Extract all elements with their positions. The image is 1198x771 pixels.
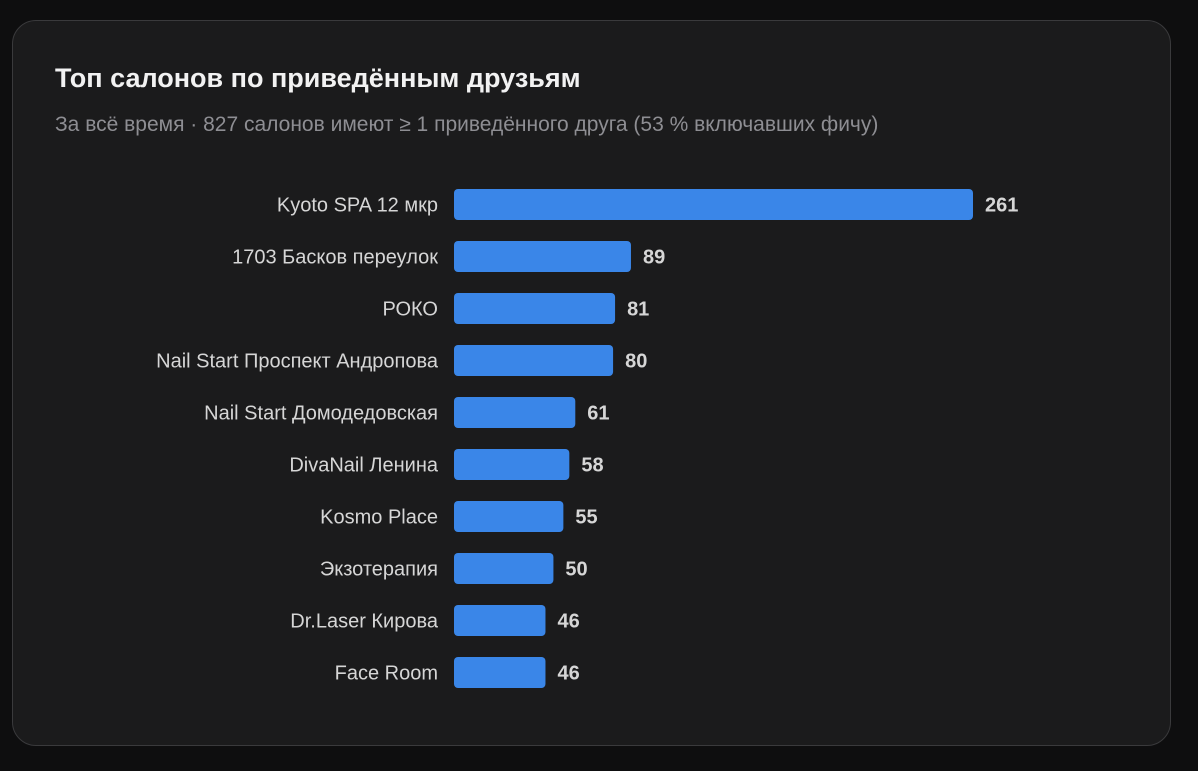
chart-subtitle: За всё время · 827 салонов имеют ≥ 1 при…	[55, 113, 879, 136]
chart-title: Топ салонов по приведённым друзьям	[55, 63, 581, 93]
category-label: Nail Start Домодедовская	[204, 403, 438, 425]
value-label: 50	[565, 559, 587, 581]
bar	[454, 189, 973, 220]
value-label: 89	[643, 247, 665, 269]
category-label: Kosmo Place	[320, 507, 438, 529]
category-label: 1703 Басков переулок	[232, 247, 438, 269]
category-label: Nail Start Проспект Андропова	[156, 351, 439, 373]
value-label: 55	[575, 507, 597, 529]
bar	[454, 345, 614, 376]
bar	[454, 397, 576, 428]
bar	[454, 553, 554, 584]
category-label: Dr.Laser Кирова	[290, 611, 439, 633]
value-label: 46	[557, 611, 579, 633]
bar	[454, 501, 564, 532]
value-label: 261	[985, 195, 1018, 217]
bar	[454, 241, 631, 272]
bar-chart: Kyoto SPA 12 мкр 261 1703 Басков переулок 8…	[156, 189, 1018, 688]
category-label: РОКО	[383, 299, 438, 321]
value-label: 80	[625, 351, 647, 373]
category-label: Kyoto SPA 12 мкр	[277, 195, 438, 217]
value-label: 81	[627, 299, 649, 321]
bar	[454, 605, 546, 636]
category-label: Face Room	[335, 663, 438, 685]
value-label: 61	[587, 403, 609, 425]
category-label: Экзотерапия	[320, 559, 438, 581]
bar	[454, 449, 570, 480]
bar	[454, 657, 546, 688]
bar	[454, 293, 616, 324]
value-label: 46	[557, 663, 579, 685]
category-label: DivaNail Ленина	[289, 455, 439, 477]
chart-card: Топ салонов по приведённым друзьям За вс…	[12, 20, 1171, 746]
value-label: 58	[581, 455, 603, 477]
